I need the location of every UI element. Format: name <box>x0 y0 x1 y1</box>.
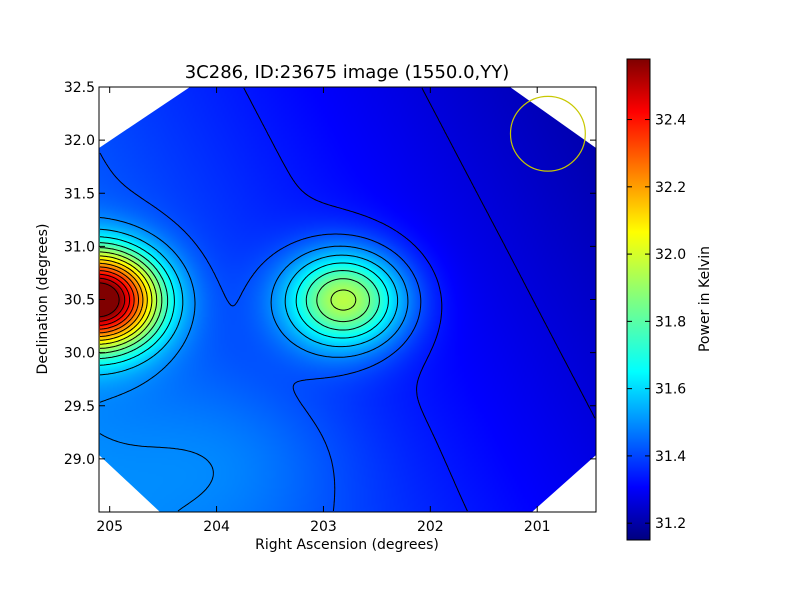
colorbar-tick-label: 32.2 <box>655 180 686 196</box>
contour-level-4 <box>99 228 399 376</box>
x-tick-label: 203 <box>310 519 337 535</box>
y-tick-label: 31.0 <box>64 239 95 255</box>
chart-title: 3C286, ID:23675 image (1550.0,YY) <box>185 62 510 83</box>
colorbar-tick-label: 31.2 <box>655 516 686 532</box>
contour-level-6 <box>99 242 380 359</box>
y-tick-label: 30.5 <box>64 293 95 309</box>
contour-level-13 <box>99 270 135 330</box>
colorbar-tick-label: 32.0 <box>655 247 686 263</box>
contour-level-16 <box>99 282 120 318</box>
x-tick-label: 204 <box>203 519 230 535</box>
contour-lines <box>99 87 596 512</box>
y-axis-label: Declination (degrees) <box>35 224 51 375</box>
contour-level-5 <box>99 236 389 366</box>
heatmap-image <box>99 87 596 512</box>
y-tick-label: 32.0 <box>64 133 95 149</box>
colorbar: 31.2 31.4 31.6 31.8 32.0 32.2 32.4 Power in Ke… <box>626 58 713 541</box>
contour-level-14 <box>99 273 131 326</box>
colorbar-tick-label: 31.8 <box>655 314 686 330</box>
contour-level-8 <box>99 251 357 349</box>
y-tick-label: 30.0 <box>64 346 95 362</box>
y-axis: 29.0 29.5 30.0 30.5 31.0 31.5 32.0 32.5 <box>64 80 596 468</box>
y-tick-label: 31.5 <box>64 186 95 202</box>
contour-level-10 <box>99 259 148 341</box>
colorbar-tick-label: 31.4 <box>655 449 686 465</box>
plot-area <box>98 86 597 513</box>
contour-level-9 <box>99 255 153 345</box>
y-tick-label: 32.5 <box>64 80 95 96</box>
contour-level-0 <box>421 87 596 419</box>
x-tick-label: 202 <box>417 519 444 535</box>
x-axis-label: Right Ascension (degrees) <box>255 537 439 553</box>
contour-level-15 <box>99 277 126 322</box>
x-tick-label: 201 <box>524 519 551 535</box>
colorbar-ticks: 31.2 31.4 31.6 31.8 32.0 32.2 32.4 <box>627 113 686 532</box>
colorbar-tick-label: 31.6 <box>655 382 686 398</box>
y-tick-label: 29.5 <box>64 399 95 415</box>
colorbar-gradient <box>626 58 651 541</box>
contour-level-7 <box>99 247 370 354</box>
x-axis: 205 204 203 202 201 <box>96 87 551 535</box>
colorbar-label: Power in Kelvin <box>697 246 713 352</box>
beam-circle <box>509 95 586 172</box>
y-tick-label: 29.0 <box>64 452 95 468</box>
contour-level-3 <box>99 217 409 512</box>
contour-level-11 <box>99 262 144 337</box>
x-tick-label: 205 <box>96 519 123 535</box>
contour-level-2 <box>99 152 422 512</box>
colorbar-tick-label: 32.4 <box>655 113 686 129</box>
contour-level-1 <box>243 87 468 512</box>
contour-level-12 <box>99 266 139 334</box>
